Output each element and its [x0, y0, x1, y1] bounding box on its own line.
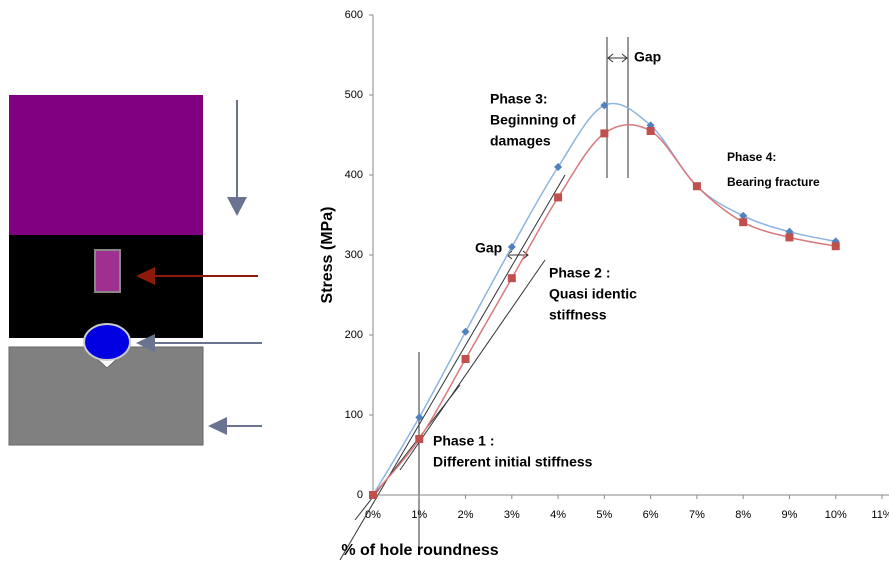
sensor	[94, 249, 121, 293]
tangent-line	[339, 174, 566, 561]
annotation: Different initial stiffness	[433, 454, 593, 470]
data-point	[507, 274, 516, 283]
annotation: Gap	[475, 240, 502, 256]
x-tick-label: 1%	[411, 509, 427, 521]
data-point	[646, 127, 655, 135]
data-point	[739, 211, 748, 220]
x-axis-label: % of hole roundness	[341, 542, 498, 559]
annotation: Phase 4:	[727, 150, 776, 164]
data-point	[554, 163, 563, 171]
y-tick-label: 100	[345, 409, 363, 421]
x-tick-label: 5%	[596, 509, 612, 521]
lower-block	[8, 346, 204, 446]
data-point	[831, 242, 840, 251]
y-tick-label: 600	[345, 9, 363, 21]
data-point	[692, 182, 701, 191]
annotation: Phase 3:	[490, 91, 548, 107]
series-line	[372, 124, 836, 496]
arrow-head	[136, 267, 155, 285]
annotation: Phase 2 :	[549, 265, 610, 281]
data-point	[415, 435, 424, 443]
annotation: Phase 1 :	[433, 433, 494, 449]
y-axis-label: Stress (MPa)	[319, 207, 336, 304]
x-tick-label: 2%	[458, 509, 474, 521]
data-point	[554, 193, 563, 202]
annotation: Bearing fracture	[727, 175, 820, 189]
data-point	[739, 218, 748, 227]
x-tick-label: 11%	[871, 509, 889, 521]
arrow-head	[136, 334, 155, 352]
annotation: Beginning of	[490, 112, 576, 128]
y-tick-label: 400	[345, 169, 363, 181]
x-tick-label: 8%	[735, 509, 751, 521]
upper-plate	[9, 95, 203, 235]
x-tick-label: 0%	[365, 509, 381, 521]
series-line	[372, 102, 836, 496]
x-tick-label: 7%	[689, 509, 705, 521]
gap-arrow-head	[607, 53, 628, 63]
annotation: damages	[490, 133, 551, 149]
loading-diagram	[8, 95, 262, 446]
x-tick-label: 3%	[504, 509, 520, 521]
y-tick-label: 200	[345, 329, 363, 341]
x-tick-label: 9%	[782, 509, 798, 521]
data-point	[461, 355, 470, 363]
x-tick-label: 10%	[825, 509, 847, 521]
annotation: stiffness	[549, 307, 607, 323]
x-tick-label: 4%	[550, 509, 566, 521]
data-point	[600, 129, 609, 138]
x-tick-label: 6%	[643, 509, 659, 521]
tangent-line	[399, 259, 546, 471]
data-point	[785, 233, 794, 242]
y-tick-label: 300	[345, 249, 363, 261]
data-point	[507, 243, 516, 251]
annotation: Gap	[634, 49, 661, 65]
arrow-head	[208, 417, 227, 435]
pin	[83, 323, 131, 361]
data-point	[415, 413, 424, 422]
data-point	[600, 101, 609, 110]
arrow-head	[227, 197, 247, 216]
y-tick-label: 500	[345, 89, 363, 101]
data-point	[369, 491, 377, 499]
y-tick-label: 0	[357, 489, 363, 501]
annotation: Quasi identic	[549, 286, 637, 302]
data-point	[461, 327, 470, 336]
